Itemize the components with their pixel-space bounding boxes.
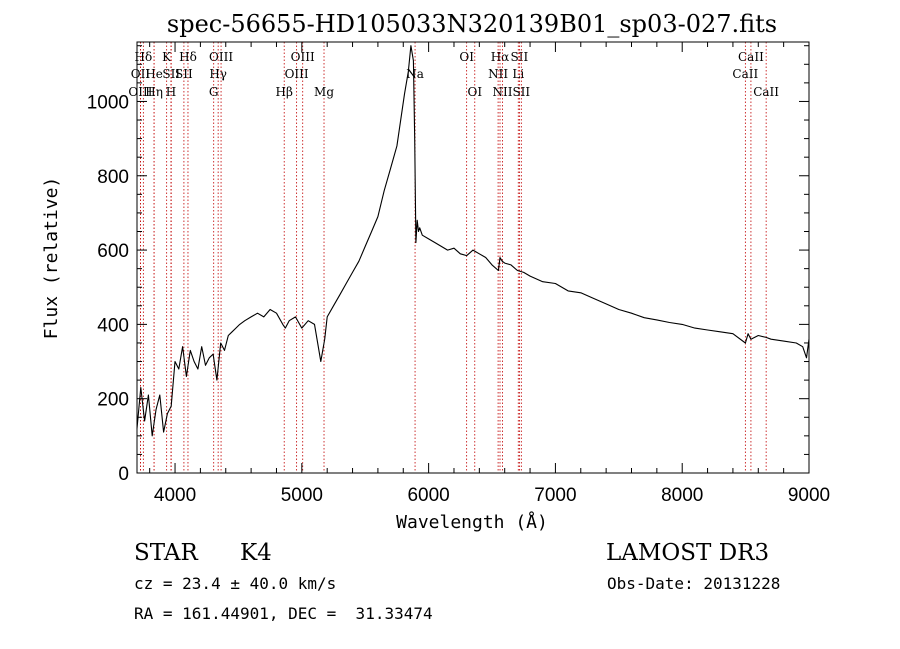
line-label-28: CaII: [753, 85, 779, 99]
x-tick-label-5: 9000: [788, 485, 830, 506]
line-label-26: CaII: [738, 50, 764, 64]
coordinates-text: RA = 161.44901, DEC = 31.33474: [134, 604, 433, 623]
line-label-10: OIII: [209, 50, 233, 64]
line-label-17: Na: [406, 67, 424, 81]
x-tick-label-3: 7000: [534, 485, 576, 506]
x-tick-label-4: 8000: [661, 485, 703, 506]
x-tick-label-0: 4000: [154, 485, 196, 506]
survey-label: LAMOST DR3: [606, 540, 770, 566]
line-label-12: G: [209, 85, 219, 99]
y-tick-label-4: 800: [97, 167, 129, 188]
line-label-24: NII: [493, 85, 513, 99]
line-label-11: Hγ: [209, 67, 227, 81]
x-tick-label-2: 6000: [407, 485, 449, 506]
y-tick-label-0: 0: [118, 464, 129, 485]
obs-date-text: Obs-Date: 20131228: [607, 574, 781, 593]
line-label-20: Hα: [491, 50, 510, 64]
class-label: STAR: [134, 540, 198, 566]
chart-title: spec-56655-HD105033N320139B01_sp03-027.f…: [167, 10, 777, 38]
line-label-19: OI: [467, 85, 482, 99]
line-label-27: CaII: [732, 67, 758, 81]
line-label-23: Li: [512, 67, 524, 81]
y-tick-label-5: 1000: [87, 92, 129, 113]
x-tick-label-1: 5000: [281, 485, 323, 506]
line-label-2: OIII: [128, 85, 152, 99]
y-tick-label-1: 200: [97, 390, 129, 411]
line-label-7: H: [166, 85, 176, 99]
line-label-0: Hδ: [134, 50, 152, 64]
plot-frame: [136, 41, 810, 474]
axis-ticks: 4000 5000 6000 7000 8000 9000 0 200 400 600 800 100…: [87, 42, 830, 506]
line-label-5: K: [162, 50, 172, 64]
line-label-22: NII: [488, 67, 508, 81]
y-axis-label: Flux (relative): [41, 177, 62, 340]
redshift-text: cz = 23.4 ± 40.0 km/s: [134, 574, 337, 593]
y-tick-label-3: 600: [97, 241, 129, 262]
line-label-13: Hβ: [276, 85, 293, 99]
line-label-21: SII: [511, 50, 529, 64]
line-label-15: OIII: [285, 67, 309, 81]
line-label-8: Hδ: [179, 50, 197, 64]
subclass-label: K4: [240, 540, 272, 566]
line-label-9: SII: [175, 67, 193, 81]
line-label-14: OIII: [291, 50, 315, 64]
x-axis-label: Wavelength (Å): [396, 511, 548, 533]
line-label-18: OI: [459, 50, 474, 64]
line-label-16: Mg: [314, 85, 334, 99]
y-tick-label-2: 400: [97, 315, 129, 336]
spectrum-series-0: [136, 45, 810, 437]
line-label-4: Hη: [145, 85, 163, 99]
series-layer: [136, 45, 810, 437]
line-label-25: SII: [512, 85, 530, 99]
